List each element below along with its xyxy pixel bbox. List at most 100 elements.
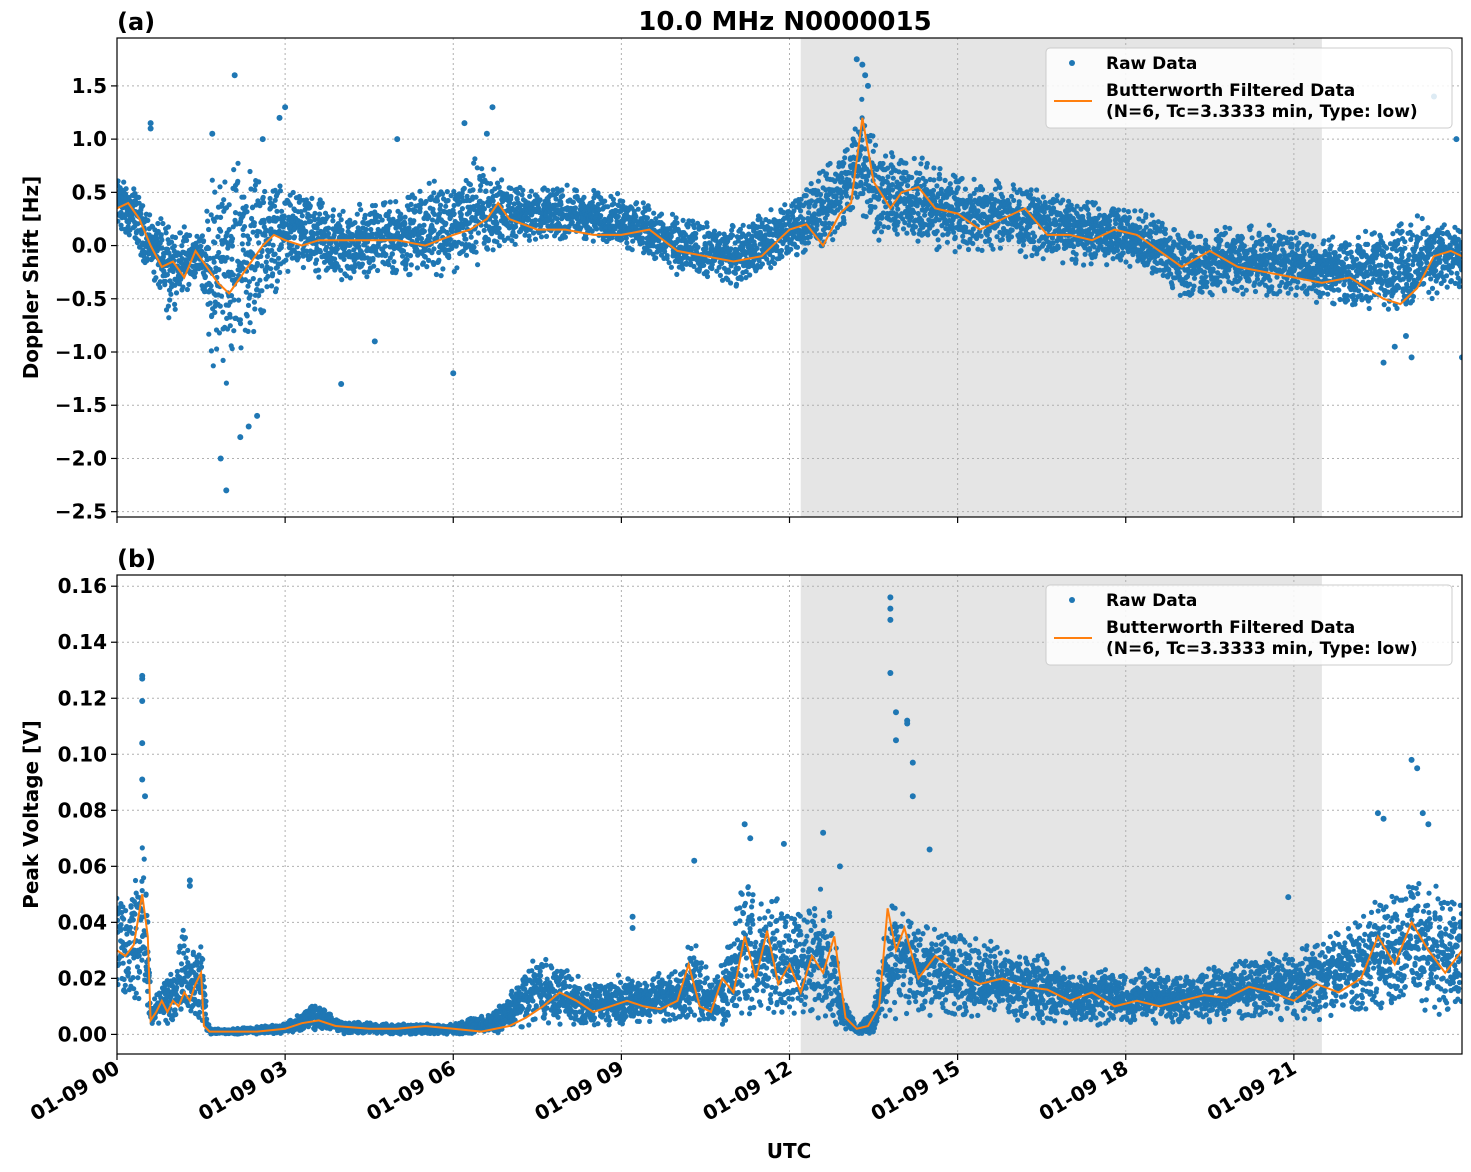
raw-data-point (431, 261, 437, 267)
raw-data-point (583, 235, 589, 242)
raw-data-point (245, 241, 251, 247)
raw-data-point (870, 133, 876, 139)
raw-data-point (117, 178, 121, 184)
raw-data-point (965, 246, 972, 253)
raw-data-point (212, 240, 218, 246)
raw-data-point (1125, 209, 1131, 215)
raw-data-point (186, 281, 192, 287)
raw-data-point (1032, 233, 1038, 240)
raw-data-point (573, 188, 580, 194)
raw-data-point (220, 309, 226, 315)
raw-data-point (261, 308, 267, 314)
raw-data-point (351, 268, 357, 275)
raw-data-point (163, 230, 169, 236)
raw-data-point (434, 198, 441, 204)
raw-data-point (244, 260, 250, 266)
raw-data-point (406, 225, 412, 231)
raw-data-point (691, 224, 697, 231)
raw-data-point (228, 293, 235, 299)
raw-data-point (352, 220, 358, 226)
raw-data-point (136, 194, 142, 200)
raw-data-point (330, 218, 336, 224)
raw-data-point (1203, 237, 1209, 243)
raw-data-point (210, 363, 216, 369)
raw-data-point (254, 281, 260, 287)
raw-data-point (277, 269, 283, 275)
raw-data-point (403, 260, 409, 267)
raw-data-point (475, 230, 481, 236)
raw-data-point (726, 269, 732, 275)
raw-data-point (446, 254, 452, 261)
raw-data-point (251, 299, 257, 305)
raw-data-point (735, 265, 742, 271)
raw-data-point (260, 199, 267, 206)
raw-data-point (340, 208, 346, 214)
raw-data-point (208, 348, 214, 354)
raw-data-point (171, 243, 177, 249)
raw-data-point (267, 195, 273, 202)
raw-data-point (817, 191, 824, 198)
raw-data-point (935, 237, 941, 243)
raw-data-point (770, 254, 776, 261)
raw-data-point (212, 189, 218, 195)
raw-data-point (581, 194, 587, 200)
raw-data-point (1126, 215, 1132, 221)
raw-data-point (895, 206, 901, 212)
raw-data-point (1060, 260, 1066, 266)
raw-data-point (598, 213, 604, 219)
raw-data-point (492, 214, 499, 220)
raw-data-point (231, 328, 237, 334)
raw-data-point (449, 245, 455, 251)
raw-data-point (266, 241, 272, 247)
raw-data-point (383, 251, 389, 258)
raw-data-point (951, 229, 957, 235)
raw-data-point (475, 262, 481, 268)
raw-data-point (768, 265, 774, 271)
raw-data-point (1162, 231, 1168, 237)
raw-data-point (436, 257, 442, 263)
raw-data-point (814, 222, 820, 228)
raw-data-point (1222, 288, 1228, 294)
raw-data-point (458, 211, 464, 218)
raw-data-point (443, 203, 449, 209)
raw-data-point (437, 206, 443, 212)
raw-data-point (317, 249, 323, 255)
raw-data-point (1203, 284, 1210, 290)
raw-data-point (615, 213, 621, 220)
raw-data-point (438, 273, 444, 279)
raw-data-point (1034, 251, 1040, 257)
raw-data-point (431, 211, 438, 217)
raw-data-point (192, 274, 198, 280)
raw-data-point (771, 260, 778, 266)
raw-data-point (693, 231, 699, 237)
raw-data-point (243, 203, 249, 210)
raw-data-point (695, 244, 701, 250)
raw-data-point (312, 210, 318, 216)
raw-data-point (240, 232, 246, 238)
raw-data-point (979, 247, 985, 253)
raw-data-point (386, 262, 392, 268)
raw-data-point (668, 264, 675, 270)
raw-data-point (172, 306, 178, 312)
raw-data-point (247, 292, 253, 298)
raw-data-point (264, 253, 270, 259)
raw-data-point (263, 259, 269, 265)
raw-data-point (337, 212, 343, 218)
raw-data-point (278, 242, 284, 248)
raw-data-point (896, 169, 902, 175)
raw-data-point (184, 237, 190, 243)
raw-data-point (276, 255, 282, 261)
raw-data-point (157, 284, 163, 290)
raw-data-point (1210, 268, 1216, 274)
raw-data-point (181, 224, 187, 230)
raw-data-point (211, 259, 217, 265)
raw-data-point (223, 380, 229, 386)
raw-data-point (842, 155, 848, 161)
raw-data-point (472, 156, 478, 162)
raw-data-point (389, 251, 395, 257)
raw-data-point (251, 222, 257, 229)
raw-data-point (490, 198, 496, 204)
raw-data-point (883, 153, 889, 159)
raw-data-point (528, 188, 535, 194)
raw-data-point (681, 236, 688, 242)
